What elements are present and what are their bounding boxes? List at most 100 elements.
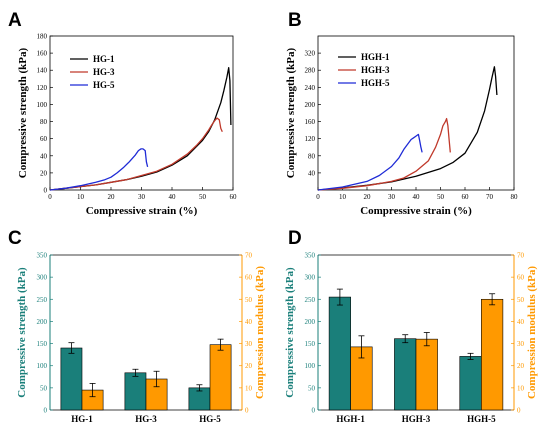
y2-tick-label: 70 [517, 252, 525, 260]
panel-a: A 0 10 20 30 40 50 60 0 20 40 60 80 100 120 140 160 180 Co… [8, 10, 237, 217]
x-tick-label: 30 [388, 193, 396, 201]
y2-tick-label: 0 [517, 407, 521, 415]
series-line-hg-3 [49, 117, 223, 191]
strength-bar [394, 338, 417, 411]
modulus-bar [415, 338, 438, 411]
y-tick-label: 200 [305, 101, 316, 109]
y-tick-label: 350 [305, 252, 316, 260]
y-tick-label: 160 [37, 50, 48, 58]
y-tick-label: 0 [44, 407, 48, 415]
x-tick-label: 10 [339, 193, 347, 201]
y-tick-label: 250 [305, 296, 316, 304]
y-tick-label: 120 [305, 135, 316, 143]
category-label: HGH-1 [336, 414, 365, 424]
legend-label: HGH-1 [361, 52, 390, 62]
x-axis-label: Compressive strain (%) [86, 205, 198, 217]
y2-tick-label: 50 [245, 296, 253, 304]
legend-label: HG-5 [93, 80, 115, 90]
y2-tick-label: 30 [517, 340, 525, 348]
series-line-hgh-1 [317, 66, 498, 191]
x-tick-label: 0 [48, 193, 52, 201]
y2-tick-label: 40 [245, 318, 253, 326]
category-label: HGH-3 [402, 414, 431, 424]
x-tick-label: 0 [316, 193, 320, 201]
x-tick-label: 40 [169, 193, 177, 201]
panel-c: C050100150200250300350010203040506070Com… [8, 228, 266, 424]
y-tick-label: 120 [37, 84, 48, 92]
panel-letter: C [8, 228, 22, 249]
y2-tick-label: 30 [245, 340, 253, 348]
y-tick-label: 0 [312, 407, 316, 415]
y-tick-label: 350 [37, 252, 48, 260]
y-tick-label: 280 [305, 67, 316, 75]
strength-bar [459, 356, 482, 411]
y-tick-label: 80 [308, 152, 316, 160]
y-tick-label: 240 [305, 84, 316, 92]
category-label: HG-5 [199, 414, 221, 424]
x-tick-label: 50 [199, 193, 207, 201]
y2-tick-label: 20 [245, 362, 253, 370]
y-tick-label: 0 [44, 187, 48, 195]
y-tick-label: 200 [305, 318, 316, 326]
x-axis-label: Compressive strain (%) [360, 205, 472, 217]
y-tick-label: 60 [40, 135, 48, 143]
y2-tick-label: 10 [245, 384, 253, 392]
modulus-bar [481, 298, 504, 411]
y2-tick-label: 0 [245, 407, 249, 415]
y-axis-label: Compressive strength (kPa) [285, 47, 297, 178]
legend-label: HG-3 [93, 67, 115, 77]
y-axis-label: Compressive strength (kPa) [284, 267, 296, 398]
y-tick-label: 250 [37, 296, 48, 304]
x-tick-label: 60 [230, 193, 238, 201]
x-tick-label: 20 [108, 193, 116, 201]
category-label: HGH-5 [467, 414, 496, 424]
y2-tick-label: 20 [517, 362, 525, 370]
y-axis-label: Compressive strength (kPa) [17, 47, 29, 178]
x-tick-label: 10 [77, 193, 85, 201]
x-tick-label: 40 [413, 193, 421, 201]
legend-label: HGH-5 [361, 78, 390, 88]
x-tick-label: 60 [462, 193, 470, 201]
legend-label: HG-1 [93, 54, 115, 64]
category-label: HG-3 [135, 414, 157, 424]
series-line-hgh-5 [317, 133, 423, 191]
y2-tick-label: 10 [517, 384, 525, 392]
x-tick-label: 50 [437, 193, 445, 201]
y-tick-label: 160 [305, 118, 316, 126]
panel-b: B 0 10 20 30 40 50 60 70 80 40 80 120 160 200 240 280 320… [285, 10, 518, 217]
y2-tick-label: 60 [517, 274, 525, 282]
y-tick-label: 150 [305, 340, 316, 348]
y-tick-label: 100 [305, 362, 316, 370]
strength-bar [60, 347, 83, 411]
series-line-hgh-3 [317, 117, 451, 191]
panel-letter: A [8, 10, 22, 31]
y-tick-label: 100 [37, 362, 48, 370]
y-tick-label: 300 [37, 274, 48, 282]
y-tick-label: 100 [37, 101, 48, 109]
y2-tick-label: 40 [517, 318, 525, 326]
y-tick-label: 20 [40, 169, 48, 177]
y2-axis-label: Compression modulus (kPa) [254, 266, 266, 399]
series-line-hg-5 [49, 148, 149, 191]
y-tick-label: 80 [40, 118, 48, 126]
x-tick-label: 20 [364, 193, 372, 201]
y2-tick-label: 70 [245, 252, 253, 260]
category-label: HG-1 [71, 414, 93, 424]
x-tick-label: 70 [486, 193, 494, 201]
y-axis-label: Compressive strength (kPa) [16, 267, 28, 398]
y-tick-label: 40 [40, 152, 48, 160]
y2-tick-label: 60 [245, 274, 253, 282]
strength-bar [124, 372, 147, 411]
legend-label: HGH-3 [361, 65, 390, 75]
y-tick-label: 200 [37, 318, 48, 326]
y-tick-label: 50 [40, 384, 48, 392]
x-tick-label: 80 [511, 193, 519, 201]
panel-d: D050100150200250300350010203040506070Com… [284, 228, 538, 424]
y2-tick-label: 50 [517, 296, 525, 304]
y-tick-label: 140 [37, 67, 48, 75]
strength-bar [328, 296, 351, 411]
plot-frame [317, 35, 515, 191]
panel-letter: D [288, 228, 302, 249]
y-tick-label: 320 [305, 50, 316, 58]
